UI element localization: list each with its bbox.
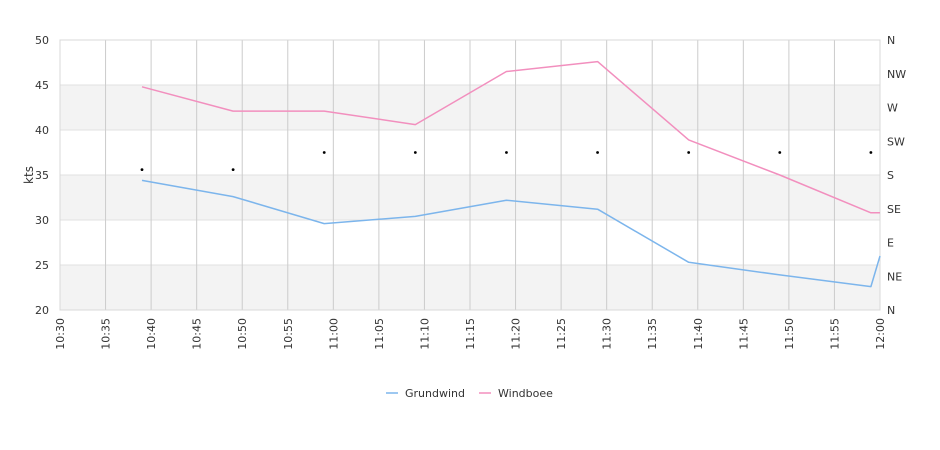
y-axis-label: kts <box>22 166 36 184</box>
y-axis-ticks: 20 25 30 35 40 45 50 <box>35 34 49 317</box>
y2-tick-label: E <box>887 237 894 250</box>
x-tick-label: 10:40 <box>145 318 158 350</box>
series-line-windboee <box>141 60 880 214</box>
legend-item-label[interactable]: Windboee <box>498 387 553 400</box>
x-tick-label: 11:20 <box>510 318 523 350</box>
grid-lines <box>59 39 881 311</box>
x-tick-label: 11:25 <box>555 318 568 350</box>
x-tick-label: 11:50 <box>783 318 796 350</box>
y-tick-label: 45 <box>35 79 49 92</box>
x-tick-label: 11:45 <box>737 318 750 350</box>
y-tick-label: 25 <box>35 259 49 272</box>
direction-point <box>505 151 508 154</box>
legend[interactable]: Grundwind Windboee <box>386 387 553 400</box>
x-tick-label: 10:45 <box>191 318 204 350</box>
x-tick-label: 11:15 <box>464 318 477 350</box>
y-tick-label: 20 <box>35 304 49 317</box>
direction-point <box>869 151 873 154</box>
x-tick-label: 11:05 <box>373 318 386 350</box>
series-line-grundwind <box>141 179 881 288</box>
x-tick-label: 11:10 <box>418 318 431 350</box>
y-tick-label: 35 <box>35 169 49 182</box>
direction-point <box>687 151 691 154</box>
direction-point <box>596 151 599 154</box>
series-layer <box>140 60 881 288</box>
direction-point <box>231 168 235 172</box>
y2-tick-label: NW <box>887 68 906 81</box>
direction-point <box>778 151 782 154</box>
y2-tick-label: W <box>887 102 898 115</box>
y2-tick-label: N <box>887 34 895 47</box>
direction-point <box>140 168 144 172</box>
y2-tick-label: SW <box>887 135 905 148</box>
y2-tick-label: S <box>887 169 894 182</box>
y-tick-label: 50 <box>35 34 49 47</box>
y-tick-label: 40 <box>35 124 49 137</box>
x-tick-label: 10:30 <box>54 318 67 350</box>
y2-tick-label: SE <box>887 203 901 216</box>
legend-item-label[interactable]: Grundwind <box>405 387 465 400</box>
x-tick-label: 11:40 <box>692 318 705 350</box>
x-tick-label: 10:35 <box>100 318 113 350</box>
y2-tick-label: NE <box>887 270 902 283</box>
x-tick-label: 11:55 <box>828 318 841 350</box>
y2-axis-ticks: N NE E SE S SW W NW N <box>887 34 906 317</box>
direction-point <box>413 151 417 154</box>
x-tick-label: 11:00 <box>327 318 340 350</box>
x-tick-label: 11:30 <box>601 318 614 350</box>
x-tick-label: 10:50 <box>236 318 249 350</box>
y-tick-label: 30 <box>35 214 49 227</box>
x-tick-label: 10:55 <box>282 318 295 350</box>
x-tick-label: 11:35 <box>646 318 659 350</box>
plot-area <box>59 39 881 311</box>
x-tick-label: 12:00 <box>874 318 887 350</box>
direction-point <box>322 151 326 154</box>
x-axis-ticks: 10:30 10:35 10:40 10:45 10:50 10:55 11:00 11:05… <box>54 318 887 350</box>
y2-tick-label: N <box>887 304 895 317</box>
